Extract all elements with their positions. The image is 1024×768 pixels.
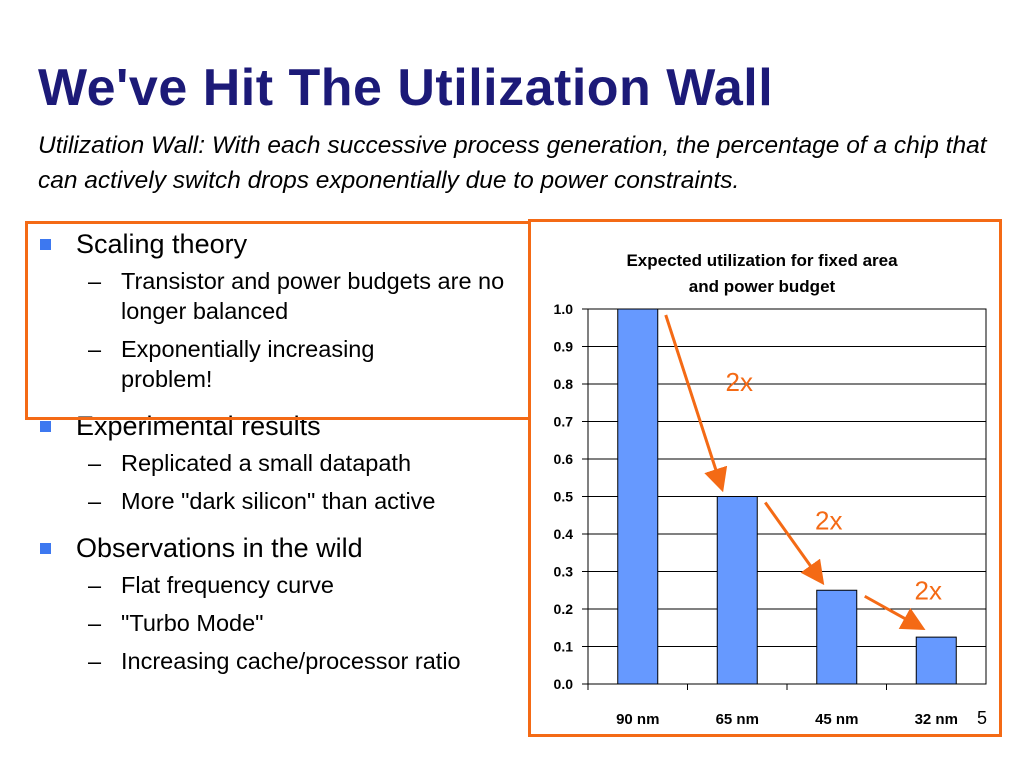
annotation-label: 2x (726, 367, 753, 397)
sub-bullet-text: "Turbo Mode" (121, 610, 264, 636)
sub-bullet-text: More "dark silicon" than active (121, 488, 436, 514)
y-tick-label: 0.2 (554, 601, 574, 617)
bullet-list: Scaling theory – Transistor and power bud… (40, 228, 540, 692)
bar (915, 636, 957, 685)
x-tick-label: 32 nm (915, 711, 958, 728)
bar (617, 308, 659, 685)
sub-bullet-text: Transistor and power budgets are no long… (121, 268, 505, 324)
dash-icon: – (88, 610, 102, 636)
dash-icon: – (88, 268, 102, 294)
sub-bullet-text: Exponentially increasing problem! (121, 336, 375, 392)
square-bullet-icon (40, 239, 51, 250)
chart-title-line: and power budget (689, 277, 836, 296)
y-tick-label: 0.4 (554, 526, 574, 542)
square-bullet-icon (40, 543, 51, 554)
sub-bullet-item: – Exponentially increasing problem! (76, 334, 540, 394)
x-tick-label: 65 nm (716, 711, 759, 728)
y-tick-label: 0.3 (554, 564, 574, 580)
square-bullet-icon (40, 421, 51, 432)
y-tick-label: 0.8 (554, 376, 574, 392)
sub-bullet-text: Increasing cache/processor ratio (121, 648, 461, 674)
bullet-item: Experimental results – Replicated a small… (40, 410, 540, 516)
annotation-arrow (864, 594, 926, 631)
page-number: 5 (977, 708, 988, 728)
dash-icon: – (88, 336, 102, 362)
bullet-label: Scaling theory (76, 229, 248, 259)
sub-bullet-item: – Flat frequency curve (76, 570, 540, 600)
y-tick-label: 1.0 (554, 301, 574, 317)
sub-bullet-item: – Increasing cache/processor ratio (76, 646, 540, 676)
y-tick-label: 0.5 (554, 489, 574, 505)
bar (716, 496, 758, 685)
sub-bullet-list: – Transistor and power budgets are no lon… (76, 266, 540, 394)
dash-icon: – (88, 648, 102, 674)
sub-bullet-list: – Replicated a small datapath – More "dark… (76, 448, 540, 516)
sub-bullet-item: – More "dark silicon" than active (76, 486, 540, 516)
sub-bullet-text: Replicated a small datapath (121, 450, 412, 476)
sub-bullet-item: – Replicated a small datapath (76, 448, 540, 478)
x-tick-label: 45 nm (815, 711, 858, 728)
dash-icon: – (88, 572, 102, 598)
sub-bullet-item: – Transistor and power budgets are no lon… (76, 266, 540, 326)
x-tick-label: 90 nm (616, 711, 659, 728)
bar (816, 589, 858, 685)
annotation-label: 2x (915, 576, 942, 606)
bullet-label: Experimental results (76, 411, 321, 441)
slide-title: We've Hit The Utilization Wall (38, 59, 774, 117)
slide-subtitle: Utilization Wall: With each successive p… (38, 132, 987, 194)
annotation-arrow (664, 314, 728, 493)
y-tick-label: 0.6 (554, 451, 574, 467)
bullet-label: Observations in the wild (76, 533, 363, 563)
y-tick-label: 0.1 (554, 639, 574, 655)
y-tick-label: 0.9 (554, 339, 574, 355)
bullet-item: Scaling theory – Transistor and power bud… (40, 228, 540, 394)
dash-icon: – (88, 488, 102, 514)
chart-title-line: Expected utilization for fixed area (626, 251, 898, 270)
dash-icon: – (88, 450, 102, 476)
sub-bullet-list: – Flat frequency curve – "Turbo Mode" – Inc… (76, 570, 540, 676)
bullet-item: Observations in the wild – Flat frequency… (40, 532, 540, 676)
sub-bullet-item: – "Turbo Mode" (76, 608, 540, 638)
annotation-label: 2x (815, 505, 842, 535)
sub-bullet-text: Flat frequency curve (121, 572, 334, 598)
annotation-arrow (764, 501, 825, 586)
y-tick-label: 0.7 (554, 414, 574, 430)
y-tick-label: 0.0 (554, 676, 574, 692)
